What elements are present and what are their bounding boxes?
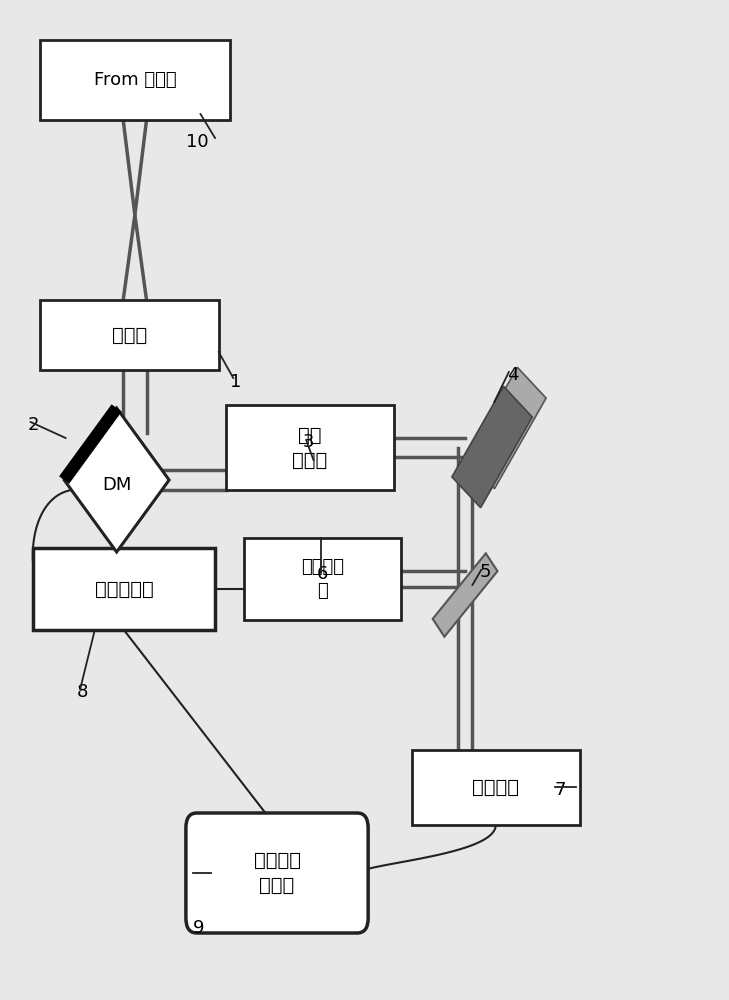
FancyBboxPatch shape: [186, 813, 368, 933]
Bar: [40, 40, 230, 120]
Bar: [226, 405, 394, 490]
Bar: [244, 538, 401, 620]
Text: 波前控制器: 波前控制器: [95, 580, 153, 598]
Text: 4: 4: [507, 366, 518, 384]
Text: 准直器: 准直器: [112, 326, 147, 344]
Bar: [412, 750, 580, 825]
Text: 光学
中继器: 光学 中继器: [292, 426, 327, 470]
Polygon shape: [64, 408, 169, 552]
Text: From 望远镜: From 望远镜: [93, 71, 176, 89]
Text: 6: 6: [317, 565, 329, 583]
Text: 波前探测
器: 波前探测 器: [301, 558, 344, 600]
Text: 成像系统: 成像系统: [472, 778, 519, 797]
Text: 7: 7: [554, 781, 566, 799]
Text: 数据处理
计算机: 数据处理 计算机: [254, 851, 300, 895]
Text: 3: 3: [303, 433, 314, 451]
Polygon shape: [452, 386, 532, 508]
Polygon shape: [466, 367, 546, 489]
Text: 1: 1: [230, 373, 241, 391]
Text: 8: 8: [77, 683, 88, 701]
Text: 9: 9: [193, 919, 205, 937]
Bar: [33, 548, 215, 630]
Text: 2: 2: [28, 416, 39, 434]
Text: 5: 5: [480, 563, 491, 581]
Bar: [40, 300, 219, 370]
Text: DM: DM: [102, 476, 131, 494]
Polygon shape: [433, 553, 497, 637]
Text: 10: 10: [186, 133, 208, 151]
